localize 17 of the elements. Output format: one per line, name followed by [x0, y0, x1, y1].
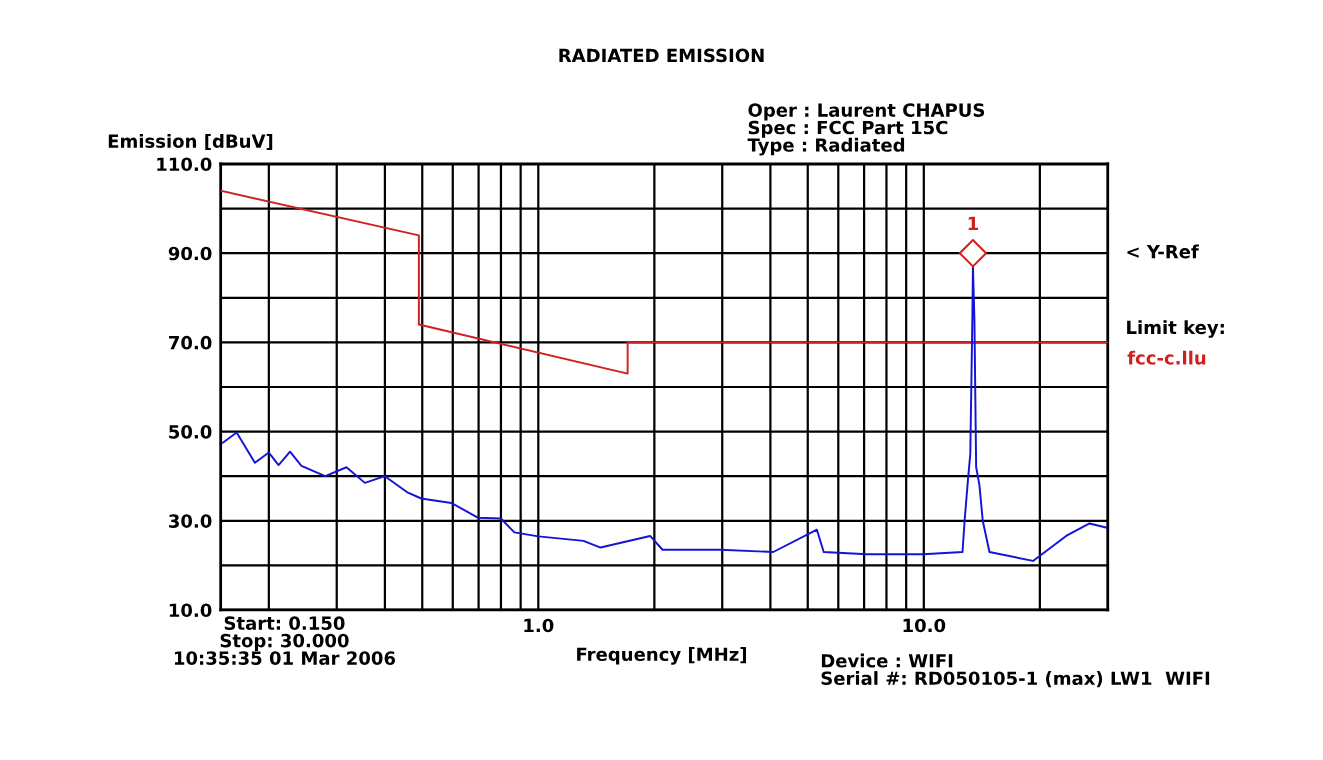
x-axis-title: Frequency [MHz]: [577, 647, 746, 665]
y-tick-label: 10.0: [169, 603, 212, 618]
y-axis-title: Emission [dBuV]: [108, 133, 273, 151]
text: Device : WIFI Serial #: RD050105-1 (max) LW1 WIFI: [821, 653, 1210, 688]
y-tick-label: 50.0: [169, 425, 212, 439]
text: < Y-Ref: [1127, 244, 1199, 259]
text: Start: 0.150 Stop: 30.000 10:35:35 01 Mar 2006: [174, 616, 396, 665]
text: Oper : Laurent CHAPUS Spec : FCC Part 15C Type : Radiated: [747, 103, 985, 156]
chart-title: RADIATED EMISSION: [559, 48, 764, 63]
y-tick-label: 70.0: [169, 335, 212, 350]
series-label: fcc-c.llu: [1127, 350, 1206, 365]
y-tick-label: 30.0: [169, 514, 212, 528]
x-tick-label: 1.0: [524, 618, 554, 633]
text: Limit key:: [1127, 320, 1224, 338]
y-tick-label: 110.0: [157, 157, 212, 172]
annotation: 1: [968, 216, 978, 230]
y-tick-label: 90.0: [168, 246, 212, 261]
